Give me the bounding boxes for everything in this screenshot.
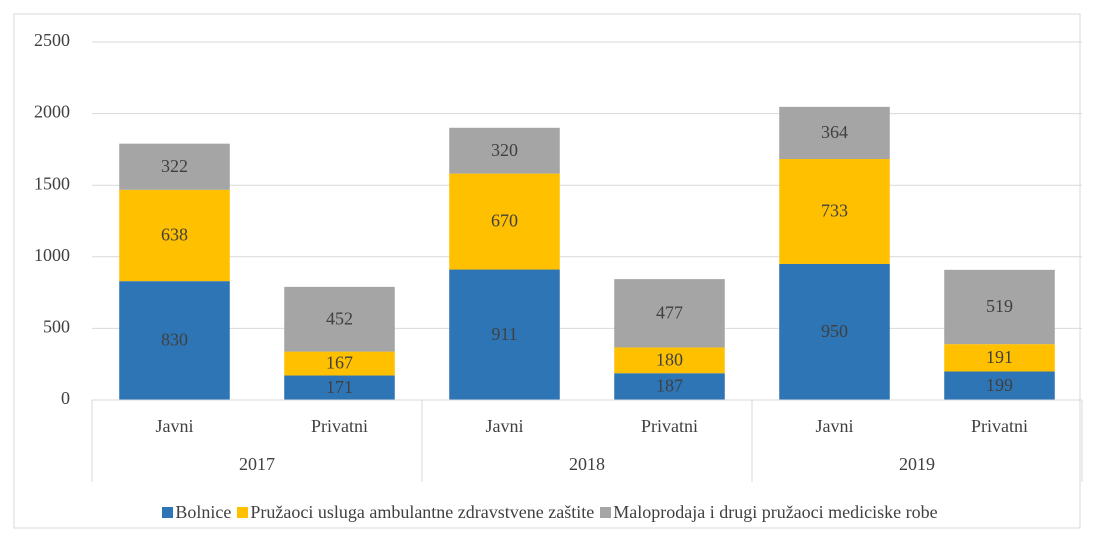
x-tick-label: Javni: [816, 416, 854, 436]
data-label: 670: [491, 211, 518, 231]
x-tick-label: Javni: [156, 416, 194, 436]
data-label: 733: [821, 201, 848, 221]
x-tick-label: Privatni: [971, 416, 1028, 436]
bar-segment: [779, 263, 890, 400]
data-label: 638: [161, 225, 188, 245]
data-label: 191: [986, 347, 1013, 367]
legend-swatch: [600, 507, 612, 518]
group-label: 2019: [899, 454, 935, 474]
group-label: 2017: [239, 454, 275, 474]
x-tick-label: Privatni: [641, 416, 698, 436]
data-label: 477: [656, 302, 683, 322]
legend-label: Maloprodaja i drugi pružaoci mediciske r…: [613, 502, 938, 522]
data-label: 519: [986, 296, 1013, 316]
bar-segment: [614, 279, 725, 348]
y-tick-label: 2000: [34, 102, 70, 122]
chart-border: [13, 13, 1081, 529]
bar-segment: [944, 344, 1055, 372]
y-tick-label: 500: [43, 317, 70, 337]
y-tick-label: 1500: [34, 173, 70, 193]
legend-swatch: [237, 507, 249, 518]
bar-segment: [779, 106, 890, 159]
bar-segment: [614, 347, 725, 374]
data-label: 322: [161, 156, 188, 176]
data-label: 911: [491, 324, 517, 344]
bar-segment: [119, 281, 230, 400]
bar-segment: [284, 286, 395, 352]
x-tick-label: Privatni: [311, 416, 368, 436]
bar-segment: [284, 351, 395, 376]
legend: Bolnice Pružaoci usluga ambulantne zdravs…: [0, 502, 1094, 523]
bar-segment: [119, 189, 230, 282]
bar-segment: [779, 158, 890, 264]
data-label: 320: [491, 140, 518, 160]
bar-segment: [284, 375, 395, 400]
data-label: 830: [161, 330, 188, 350]
group-label: 2018: [569, 454, 605, 474]
data-label: 452: [326, 308, 353, 328]
y-tick-label: 1000: [34, 245, 70, 265]
bar-segment: [449, 269, 560, 400]
legend-swatch: [162, 507, 174, 518]
data-label: 171: [326, 377, 353, 397]
x-tick-label: Javni: [486, 416, 524, 436]
y-tick-label: 0: [61, 388, 70, 408]
legend-label: Bolnice: [175, 502, 232, 522]
data-label: 199: [986, 375, 1013, 395]
data-label: 167: [326, 353, 353, 373]
y-tick-label: 2500: [34, 30, 70, 50]
bar-segment: [944, 269, 1055, 345]
bar-segment: [614, 373, 725, 400]
bar-segment: [449, 173, 560, 270]
bar-segment: [119, 143, 230, 190]
data-label: 364: [821, 122, 848, 142]
bar-segment: [944, 371, 1055, 400]
data-label: 950: [821, 321, 848, 341]
data-label: 180: [656, 349, 683, 369]
data-label: 187: [656, 376, 683, 396]
legend-label: Pružaoci usluga ambulantne zdravstvene z…: [250, 502, 595, 522]
bar-segment: [449, 127, 560, 174]
